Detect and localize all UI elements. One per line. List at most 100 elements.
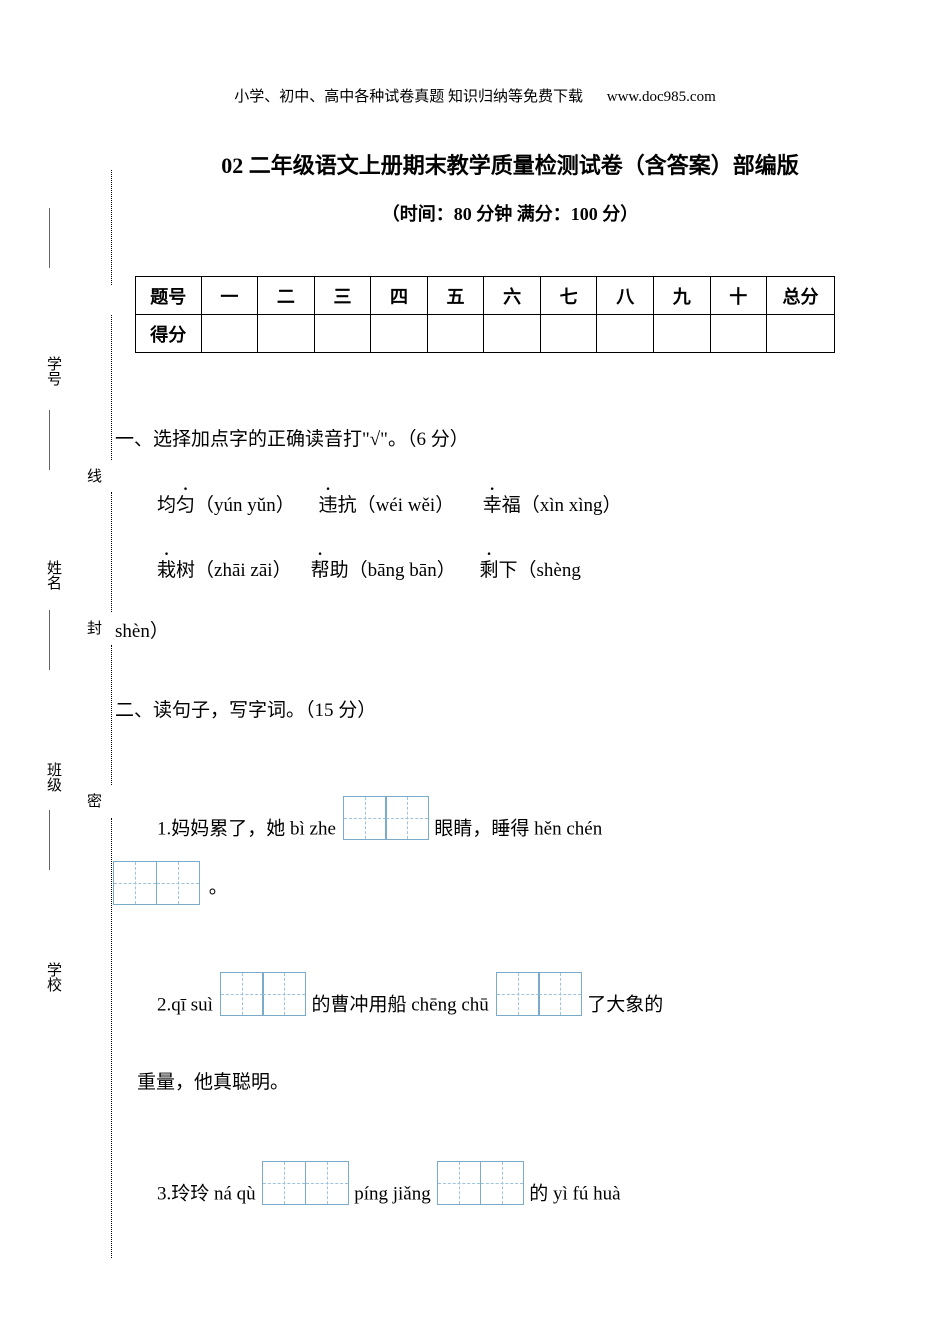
text-part: 了大象的 xyxy=(587,994,663,1015)
dotted-char: 帮 xyxy=(311,539,330,604)
score-cell xyxy=(767,315,835,353)
header-text: 小学、初中、高中各种试卷真题 知识归纳等免费下载 xyxy=(234,89,583,105)
field-line: ＿＿＿＿ xyxy=(45,810,66,870)
header-cell: 三 xyxy=(314,277,371,315)
char-grid xyxy=(113,861,198,914)
score-cell xyxy=(484,315,541,353)
dashed-line xyxy=(111,492,112,612)
field-line: ＿＿＿＿ xyxy=(45,208,66,268)
char-box xyxy=(305,1161,349,1205)
exam-subtitle: （时间：80 分钟 满分：100 分） xyxy=(0,200,950,226)
row-label: 题号 xyxy=(136,277,202,315)
word: 均 xyxy=(157,495,176,516)
char-grid xyxy=(343,796,428,840)
row-label: 得分 xyxy=(136,315,202,353)
score-cell xyxy=(258,315,315,353)
char-box xyxy=(262,972,306,1016)
header-cell: 二 xyxy=(258,277,315,315)
q1-line-2: 栽树（zhāi zāi） 帮助（bāng bān） 剩下（shèng xyxy=(157,539,860,604)
pinyin-options: （bāng bān） xyxy=(349,560,456,581)
table-row: 题号 一 二 三 四 五 六 七 八 九 十 总分 xyxy=(136,277,835,315)
header-cell: 九 xyxy=(653,277,710,315)
field-line: ＿＿＿＿ xyxy=(45,410,66,470)
char-box xyxy=(496,972,540,1016)
section-2: 二、读句子，写字词。（15 分） 1.妈妈累了，她 bì zhe 眼睛，睡得 h… xyxy=(115,684,860,1217)
section-2-title: 二、读句子，写字词。（15 分） xyxy=(115,684,860,737)
word: 下 xyxy=(499,560,518,581)
label-feng: 封 xyxy=(83,620,104,635)
score-table: 题号 一 二 三 四 五 六 七 八 九 十 总分 得分 xyxy=(135,276,835,353)
score-cell xyxy=(201,315,258,353)
dashed-line xyxy=(111,818,112,1258)
binding-margin: ＿＿＿＿ ＿＿＿＿ ＿＿＿＿ ＿＿＿＿ 学号 姓名 班级 学校 线 封 密 xyxy=(43,170,113,1304)
dashed-line xyxy=(111,645,112,785)
text-part: 眼睛，睡得 hěn chén xyxy=(434,818,602,839)
char-box xyxy=(538,972,582,1016)
text-part: 的 yì fú huà xyxy=(529,1183,620,1204)
score-cell xyxy=(540,315,597,353)
char-box xyxy=(220,972,264,1016)
char-box xyxy=(437,1161,481,1205)
char-grid xyxy=(437,1161,522,1205)
header-cell: 五 xyxy=(427,277,484,315)
page-header: 小学、初中、高中各种试卷真题 知识归纳等免费下载 www.doc985.com xyxy=(0,0,950,106)
dashed-line xyxy=(111,170,112,285)
char-box xyxy=(343,796,387,840)
word: 树 xyxy=(176,560,195,581)
char-box xyxy=(262,1161,306,1205)
pinyin-options: （wéi wěi） xyxy=(357,495,455,516)
score-cell xyxy=(653,315,710,353)
section-1-title: 一、选择加点字的正确读音打"√"。（6 分） xyxy=(115,413,860,466)
char-grid xyxy=(496,972,581,1016)
score-cell xyxy=(371,315,428,353)
table-row: 得分 xyxy=(136,315,835,353)
label-mi: 密 xyxy=(83,793,104,808)
word: 助 xyxy=(330,560,349,581)
label-xingming: 姓名 xyxy=(43,560,64,590)
dotted-char: 匀 xyxy=(176,474,195,539)
dotted-char: 剩 xyxy=(479,539,498,604)
q1-line-1: 均匀（yún yǔn） 违抗（wéi wěi） 幸福（xìn xìng） xyxy=(157,474,860,539)
exam-title: 02 二年级语文上册期末教学质量检测试卷（含答案）部编版 xyxy=(0,148,950,180)
pinyin-options: （yún yǔn） xyxy=(195,495,295,516)
label-xian: 线 xyxy=(83,468,104,483)
content-area: 一、选择加点字的正确读音打"√"。（6 分） 均匀（yún yǔn） 违抗（wé… xyxy=(115,413,860,1217)
field-line: ＿＿＿＿ xyxy=(45,610,66,670)
period: 。 xyxy=(209,877,228,898)
label-xuexiao: 学校 xyxy=(43,962,64,992)
question-2-1: 1.妈妈累了，她 bì zhe 眼睛，睡得 hěn chén xyxy=(157,808,860,852)
header-cell: 七 xyxy=(540,277,597,315)
text-part: 重量，他真聪明。 xyxy=(137,1056,860,1109)
pinyin-options: （xìn xìng） xyxy=(521,495,622,516)
char-box xyxy=(113,861,157,905)
label-xuehao: 学号 xyxy=(43,356,64,386)
text-part: píng jiǎng xyxy=(354,1183,435,1204)
header-cell: 八 xyxy=(597,277,654,315)
text-part: 1.妈妈累了，她 bì zhe xyxy=(157,818,336,839)
text-part: 3.玲玲 ná qù xyxy=(157,1183,260,1204)
char-grid xyxy=(262,1161,347,1205)
q1-tail: shèn） xyxy=(115,603,860,660)
word: 福 xyxy=(502,495,521,516)
text-part: 2.qī suì xyxy=(157,994,218,1015)
char-box xyxy=(156,861,200,905)
score-cell xyxy=(710,315,767,353)
char-grid xyxy=(220,972,305,1016)
word: 抗 xyxy=(338,495,357,516)
header-cell: 十 xyxy=(710,277,767,315)
text-part: 的曹冲用船 chēng chū xyxy=(311,994,493,1015)
dotted-char: 栽 xyxy=(157,539,176,604)
label-banji: 班级 xyxy=(43,762,64,792)
header-cell: 一 xyxy=(201,277,258,315)
score-cell xyxy=(427,315,484,353)
pinyin-options: （zhāi zāi） xyxy=(195,560,292,581)
score-cell xyxy=(314,315,371,353)
header-cell: 总分 xyxy=(767,277,835,315)
header-link: www.doc985.com xyxy=(607,89,716,105)
char-grid-row: 。 xyxy=(111,860,860,914)
char-box xyxy=(385,796,429,840)
score-cell xyxy=(597,315,654,353)
question-2-3: 3.玲玲 ná qù píng jiǎng 的 yì fú huà xyxy=(157,1173,860,1217)
pinyin-options: （shèng xyxy=(518,560,581,581)
dashed-line xyxy=(111,315,112,460)
